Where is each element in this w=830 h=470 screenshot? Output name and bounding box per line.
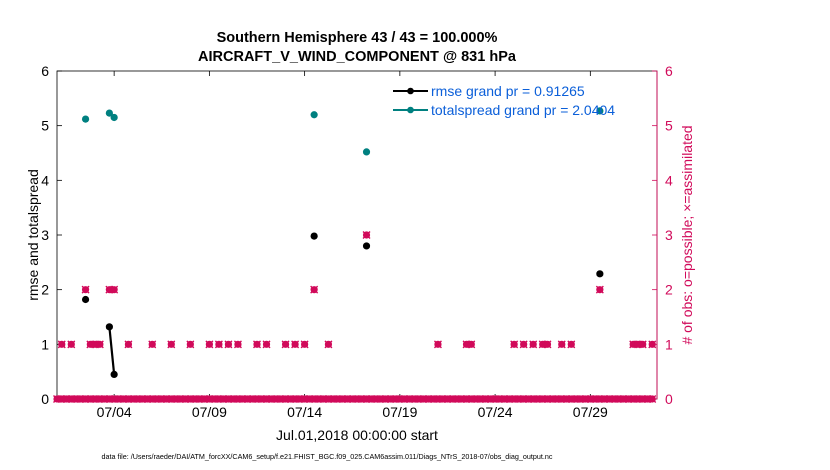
left-axis-label: rmse and totalspread [25, 169, 41, 301]
obs-count-point [519, 340, 528, 349]
obs-count-point [57, 340, 66, 349]
right-tick-label: 5 [665, 118, 673, 134]
left-tick-label: 2 [41, 282, 49, 298]
left-tick-label: 3 [41, 227, 49, 243]
obs-count-point [224, 340, 233, 349]
totalspread-point [596, 107, 604, 115]
right-tick-label: 1 [665, 336, 673, 352]
obs-count-point [148, 340, 157, 349]
totalspread-point [81, 115, 90, 123]
obs-count-point [310, 285, 319, 294]
x-tick-label: 07/19 [382, 404, 417, 420]
x-tick-label: 07/14 [287, 404, 322, 420]
obs-count-point [567, 340, 576, 349]
obs-count-point [67, 340, 76, 349]
totalspread-point [110, 113, 118, 122]
right-tick-label: 0 [665, 391, 673, 407]
obs-count-point [300, 340, 309, 349]
left-tick-label: 1 [41, 336, 49, 352]
obs-count-point [95, 340, 104, 349]
chart-title: Southern Hemisphere 43 / 43 = 100.000% [217, 30, 498, 46]
rmse-point [362, 242, 371, 250]
rmse-point [110, 370, 118, 378]
obs-count-point [557, 340, 566, 349]
obs-count-point [167, 340, 176, 349]
legend-totalspread-marker [407, 106, 414, 114]
right-tick-label: 6 [665, 63, 673, 79]
right-tick-label: 4 [665, 172, 673, 188]
legend-rmse-marker [407, 87, 414, 95]
left-tick-label: 6 [41, 63, 49, 79]
obs-count-point [648, 395, 657, 403]
totalspread-point [362, 148, 371, 156]
obs-count-point [362, 231, 371, 239]
x-axis-label: Jul.01,2018 00:00:00 start [276, 427, 438, 443]
legend-rmse-label: rmse grand pr = 0.91265 [431, 83, 585, 99]
obs-count-point [648, 340, 657, 349]
right-tick-label: 2 [665, 282, 673, 298]
obs-count-point [124, 340, 133, 349]
obs-count-point [324, 340, 333, 349]
obs-count-point [510, 340, 519, 349]
obs-count-point [81, 285, 90, 294]
x-tick-label: 07/09 [192, 404, 227, 420]
rmse-point [81, 295, 90, 304]
totalspread-point [105, 109, 113, 117]
obs-count-point [467, 340, 476, 349]
obs-count-point [186, 340, 195, 349]
obs-count-point [233, 340, 242, 349]
legend: rmse grand pr = 0.91265 totalspread gran… [393, 83, 615, 118]
obs-count-point [253, 340, 261, 349]
legend-totalspread-label: totalspread grand pr = 2.0404 [431, 102, 615, 118]
data-file-footer: data file: /Users/raeder/DAI/ATM_forcXX/… [102, 452, 553, 461]
totalspread-point [310, 111, 318, 119]
obs-count-point [595, 285, 604, 294]
left-tick-label: 0 [41, 391, 49, 407]
left-tick-label: 4 [41, 172, 49, 188]
obs-count-point [110, 285, 119, 294]
obs-count-point [433, 340, 442, 349]
obs-count-point [291, 340, 300, 349]
right-axis-label: # of obs: o=possible; ×=assimilated [679, 125, 695, 344]
obs-count-point [529, 340, 538, 349]
obs-count-point [543, 340, 552, 349]
x-tick-label: 07/04 [97, 404, 132, 420]
obs-count-point [281, 340, 290, 349]
chart-subtitle: AIRCRAFT_V_WIND_COMPONENT @ 831 hPa [198, 49, 517, 65]
x-tick-label: 07/24 [478, 404, 513, 420]
rmse-point [596, 270, 604, 278]
right-tick-label: 3 [665, 227, 673, 243]
left-tick-label: 5 [41, 118, 49, 134]
rmse-point [105, 323, 113, 331]
plot-frame [56, 70, 658, 400]
obs-count-point [205, 340, 214, 349]
rmse-point [310, 232, 318, 240]
x-tick-label: 07/29 [573, 404, 608, 420]
obs-count-point [214, 340, 223, 349]
rmse-line-segment [108, 326, 116, 375]
obs-count-point [262, 340, 271, 349]
obs-count-point [638, 340, 647, 349]
